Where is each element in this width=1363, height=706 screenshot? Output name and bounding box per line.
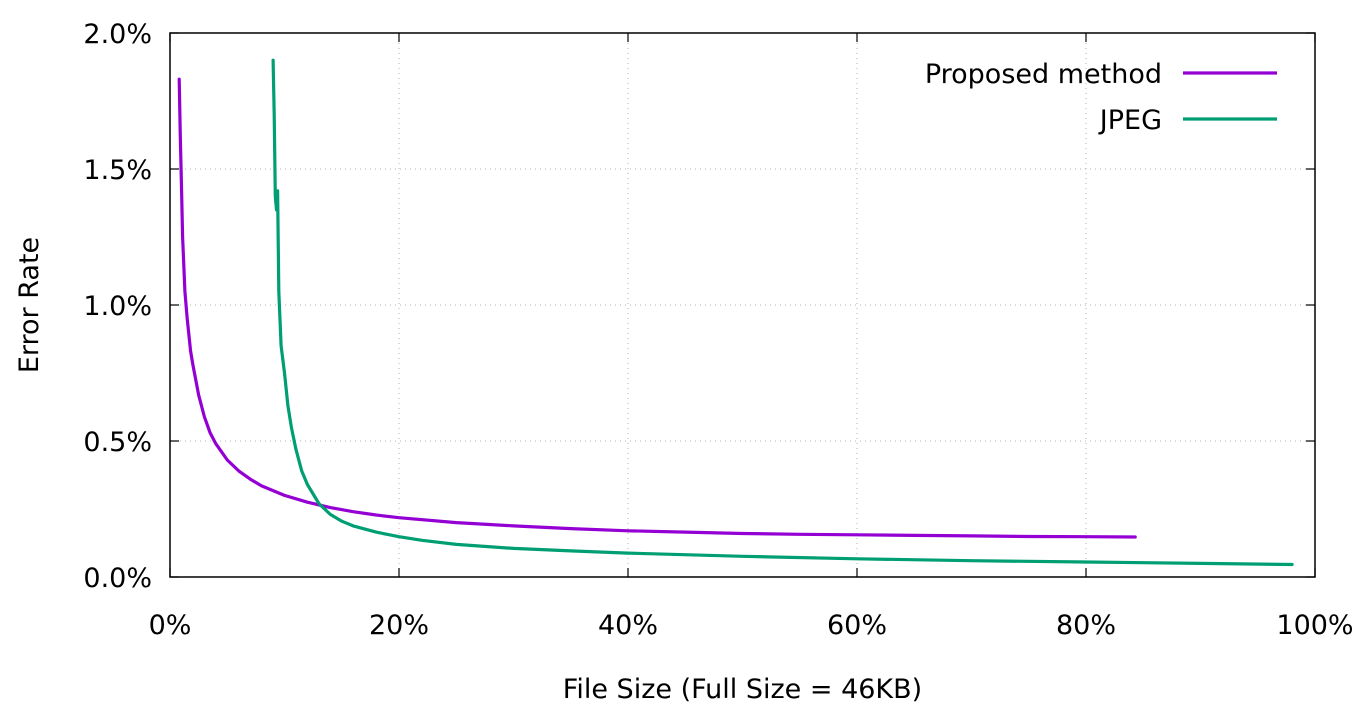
x-tick-labels: 0% 20% 40% 60% 80% 100% [149,610,1354,641]
y-tick-labels: 0.0% 0.5% 1.0% 1.5% 2.0% [83,19,152,594]
series-layer [177,58,1294,567]
series-line-jpeg [271,58,1294,567]
x-tick-label: 100% [1276,610,1353,641]
legend-label: JPEG [1098,105,1162,136]
x-tick-label: 20% [369,610,429,641]
x-tick-label: 60% [827,610,887,641]
legend: Proposed method JPEG [925,59,1277,136]
y-tick-label: 1.0% [83,291,152,322]
grid [170,33,1315,577]
x-tick-label: 0% [149,610,192,641]
legend-label: Proposed method [925,59,1162,90]
y-tick-label: 1.5% [83,155,152,186]
x-axis-title: File Size (Full Size = 46KB) [563,674,922,705]
y-axis-title: Error Rate [14,237,45,373]
x-tick-label: 80% [1056,610,1116,641]
y-tick-label: 0.0% [83,563,152,594]
y-tick-label: 0.5% [83,427,152,458]
ticks [169,32,1316,578]
y-tick-label: 2.0% [83,19,152,50]
x-tick-label: 40% [598,610,658,641]
series-line-proposed-method [177,77,1137,539]
